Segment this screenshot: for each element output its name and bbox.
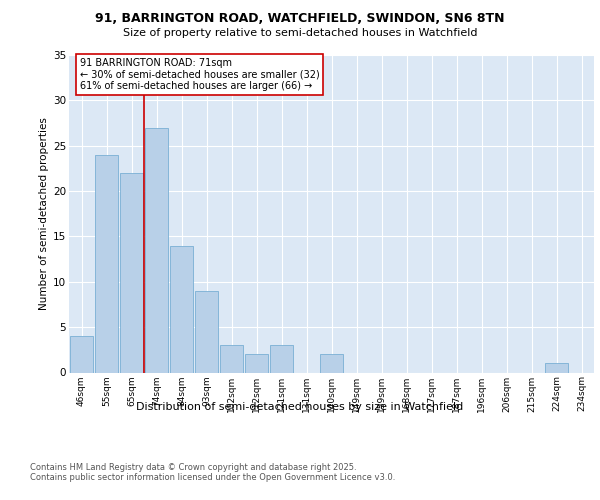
Text: 91, BARRINGTON ROAD, WATCHFIELD, SWINDON, SN6 8TN: 91, BARRINGTON ROAD, WATCHFIELD, SWINDON… [95,12,505,26]
Bar [220,346,243,372]
Bar [195,291,218,372]
Bar [320,354,343,372]
Bar [120,173,143,372]
Text: Contains HM Land Registry data © Crown copyright and database right 2025.
Contai: Contains HM Land Registry data © Crown c… [30,462,395,482]
Bar [545,364,568,372]
Y-axis label: Number of semi-detached properties: Number of semi-detached properties [39,118,49,310]
Bar [270,346,293,372]
Text: Size of property relative to semi-detached houses in Watchfield: Size of property relative to semi-detach… [123,28,477,38]
Bar [245,354,268,372]
Text: 91 BARRINGTON ROAD: 71sqm
← 30% of semi-detached houses are smaller (32)
61% of : 91 BARRINGTON ROAD: 71sqm ← 30% of semi-… [79,58,319,92]
Text: Distribution of semi-detached houses by size in Watchfield: Distribution of semi-detached houses by … [136,402,464,412]
Bar [95,155,118,372]
Bar [170,246,193,372]
Bar [70,336,93,372]
Bar [145,128,168,372]
